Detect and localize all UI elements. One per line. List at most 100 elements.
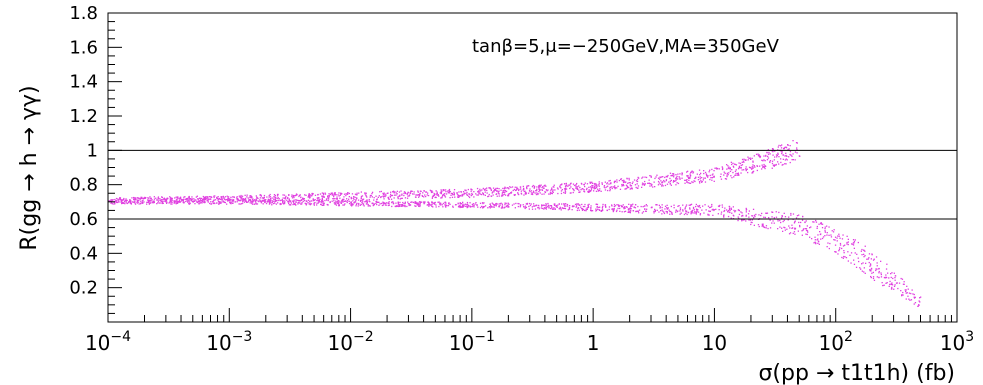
data-point <box>719 204 721 207</box>
data-point <box>637 205 639 208</box>
data-point <box>604 181 606 183</box>
data-point <box>705 173 707 175</box>
data-point <box>277 199 279 202</box>
data-point <box>684 182 686 184</box>
data-point <box>627 187 629 189</box>
data-point <box>449 203 451 205</box>
data-point <box>179 196 182 198</box>
data-point <box>369 201 371 203</box>
data-point <box>557 188 559 190</box>
data-point <box>492 187 495 189</box>
data-point <box>736 174 738 176</box>
data-point <box>728 166 730 168</box>
data-point <box>166 201 168 203</box>
data-point <box>133 201 136 203</box>
data-point <box>120 200 123 202</box>
data-point <box>163 198 165 200</box>
data-point <box>695 176 697 178</box>
data-point <box>493 204 495 206</box>
data-point <box>686 179 688 181</box>
data-point <box>346 193 348 195</box>
data-point <box>379 203 381 205</box>
data-point <box>153 196 155 198</box>
data-point <box>365 195 367 197</box>
data-point <box>792 227 794 229</box>
data-point <box>894 279 896 281</box>
data-point <box>807 231 809 233</box>
data-point <box>593 190 595 192</box>
data-point <box>903 281 905 283</box>
data-point <box>869 270 871 272</box>
data-point <box>763 165 765 168</box>
data-point <box>791 227 793 229</box>
data-point <box>136 202 139 204</box>
data-point <box>352 197 354 199</box>
data-point <box>190 198 192 201</box>
data-point <box>468 196 471 199</box>
data-point <box>288 204 290 206</box>
data-point <box>581 183 583 185</box>
data-point <box>170 200 172 202</box>
data-point <box>716 167 719 170</box>
data-point <box>477 191 479 193</box>
data-point <box>441 197 443 199</box>
data-point <box>677 178 679 180</box>
data-point <box>217 197 219 200</box>
data-point <box>359 204 361 206</box>
data-point <box>520 188 522 190</box>
data-point <box>556 187 559 189</box>
data-point <box>641 182 644 184</box>
data-point <box>700 180 702 182</box>
data-point <box>310 203 313 205</box>
data-point <box>761 225 763 227</box>
data-point <box>529 188 531 190</box>
data-point <box>525 206 527 209</box>
data-point <box>460 203 463 205</box>
data-point <box>727 211 729 213</box>
data-point <box>666 207 668 209</box>
data-point <box>240 194 242 197</box>
data-point <box>653 210 655 213</box>
x-axis-ticks: 10−4 10−3 10−2 10−1 1 10 102 103 <box>85 308 974 355</box>
data-point <box>523 194 525 196</box>
data-point <box>880 276 883 278</box>
data-point <box>350 196 352 199</box>
data-point <box>684 207 686 209</box>
data-point <box>684 208 686 210</box>
data-point <box>237 199 239 201</box>
data-point <box>524 207 526 210</box>
data-point <box>814 239 816 241</box>
data-point <box>168 202 170 204</box>
data-point <box>633 206 635 209</box>
data-point <box>179 197 182 199</box>
data-point <box>527 192 530 194</box>
data-point <box>453 193 455 195</box>
data-point <box>290 204 292 206</box>
data-point <box>597 190 599 192</box>
y-tick-label: 1.4 <box>69 72 98 93</box>
data-point <box>621 205 623 207</box>
data-point <box>775 211 777 213</box>
data-point <box>776 154 778 157</box>
data-point <box>334 193 336 195</box>
data-point <box>507 202 509 204</box>
data-point <box>564 183 566 185</box>
data-point <box>753 155 755 157</box>
data-point <box>570 182 572 184</box>
data-point <box>297 199 300 202</box>
data-point <box>747 159 749 161</box>
data-point <box>454 204 457 206</box>
data-point <box>767 227 769 230</box>
data-point <box>216 202 218 204</box>
data-point <box>630 210 632 212</box>
data-point <box>322 204 324 206</box>
data-point <box>713 175 715 177</box>
data-point <box>781 217 783 219</box>
data-point <box>126 202 128 205</box>
data-point <box>785 154 787 157</box>
data-point <box>783 219 785 222</box>
data-point <box>621 211 623 213</box>
data-point <box>339 194 341 196</box>
data-point <box>390 193 392 195</box>
data-point <box>302 197 304 199</box>
